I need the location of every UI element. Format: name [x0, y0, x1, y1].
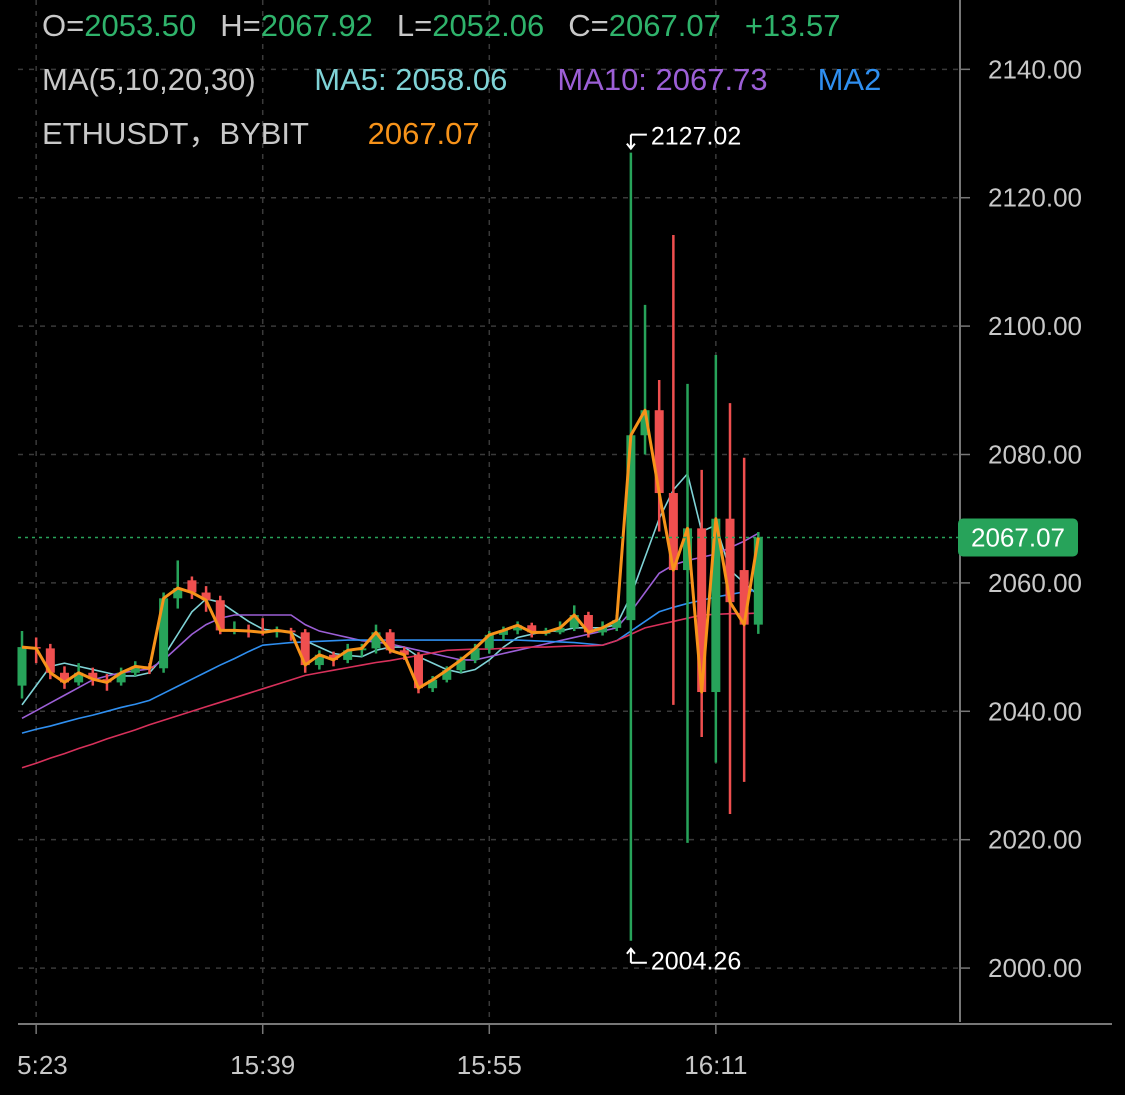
- high-marker: [626, 133, 647, 151]
- ohlc-row: O=2053.50 H=2067.92 L=2052.06 C=2067.07 +13.…: [42, 4, 954, 58]
- change: +13.57: [744, 8, 841, 43]
- candle-body: [442, 670, 452, 680]
- ohlc-value: 2053.50: [84, 8, 197, 43]
- candle-body: [725, 518, 735, 603]
- ohlc-label: O=: [42, 8, 85, 43]
- candle-body: [711, 518, 721, 693]
- candle-body: [739, 570, 749, 625]
- candle-body: [300, 632, 310, 666]
- candle-body: [371, 632, 381, 649]
- y-tick-label: 2060.00: [988, 568, 1082, 598]
- candle-body: [343, 650, 353, 660]
- ma-line: [21, 532, 759, 720]
- candle-body: [17, 647, 27, 686]
- y-tick-label: 2140.00: [988, 54, 1082, 84]
- candle-body: [668, 493, 678, 571]
- y-tick-label: 2020.00: [988, 825, 1082, 855]
- candle-body: [598, 627, 608, 633]
- candle-body: [753, 537, 763, 625]
- candle-body: [428, 679, 438, 689]
- high-label: 2127.02: [651, 123, 741, 151]
- candle-body: [201, 592, 211, 601]
- price-tag-label: 2067.07: [971, 523, 1065, 553]
- low-marker: [626, 947, 647, 964]
- ma-legend: MA10: 2067.73: [557, 62, 768, 97]
- ma-title: MA(5,10,20,30): [42, 62, 256, 97]
- candle-body: [626, 435, 636, 621]
- candle-body: [484, 634, 494, 649]
- candle-body: [59, 672, 69, 683]
- candle-body: [498, 630, 508, 635]
- candle-body: [697, 528, 707, 693]
- ma-row: MA(5,10,20,30) MA5: 2058.06 MA10: 2067.73…: [42, 58, 954, 112]
- x-tick-label: 16:11: [684, 1050, 747, 1080]
- ma-legend: MA2: [817, 62, 882, 97]
- ohlc-value: 2052.06: [432, 8, 545, 43]
- low-label: 2004.26: [651, 948, 741, 976]
- y-tick-label: 2100.00: [988, 311, 1082, 341]
- ohlc-label: H=: [220, 8, 261, 43]
- x-tick-label: 15:55: [457, 1050, 522, 1080]
- legend-header: O=2053.50 H=2067.92 L=2052.06 C=2067.07 +13.…: [42, 4, 954, 166]
- candle-body: [413, 654, 423, 689]
- symbol: ETHUSDT，BYBIT: [42, 116, 309, 151]
- y-tick-label: 2000.00: [988, 953, 1082, 983]
- candle-body: [215, 600, 225, 631]
- candle-body: [173, 588, 183, 599]
- candle-body: [612, 620, 622, 628]
- x-tick-label: 5:23: [17, 1050, 68, 1080]
- candle-body: [527, 625, 537, 633]
- candle-body: [640, 410, 650, 436]
- candle-body: [88, 672, 98, 680]
- candle-body: [385, 632, 395, 651]
- x-tick-label: 15:39: [230, 1050, 295, 1080]
- y-tick-label: 2080.00: [988, 440, 1082, 470]
- candle-body: [470, 648, 480, 660]
- last-price: 2067.07: [367, 116, 480, 151]
- ma-line: [21, 612, 759, 769]
- candle-body: [74, 672, 84, 683]
- candle-body: [116, 672, 126, 683]
- symbol-row: ETHUSDT，BYBIT 2067.07: [42, 112, 954, 166]
- candle-body: [555, 627, 565, 633]
- price-tag: [958, 518, 1078, 557]
- y-tick-label: 2120.00: [988, 183, 1082, 213]
- candle-body: [45, 648, 55, 673]
- candle-body: [569, 614, 579, 628]
- y-tick-label: 2040.00: [988, 696, 1082, 726]
- candle-body: [187, 580, 197, 593]
- close-line: [21, 408, 760, 694]
- candle-body: [399, 650, 409, 655]
- candle-body: [159, 598, 169, 669]
- candle-body: [314, 654, 324, 666]
- candle-body: [683, 528, 693, 571]
- candle-body: [654, 410, 664, 494]
- candle-body: [456, 659, 466, 671]
- ohlc-label: C=: [568, 8, 609, 43]
- candle-body: [583, 614, 593, 633]
- ohlc-value: 2067.07: [608, 8, 721, 43]
- candle-body: [513, 625, 523, 631]
- ohlc-value: 2067.92: [260, 8, 373, 43]
- candle-body: [329, 654, 339, 660]
- ma-legend: MA5: 2058.06: [314, 62, 508, 97]
- ohlc-label: L=: [396, 8, 433, 43]
- candle-body: [130, 666, 140, 673]
